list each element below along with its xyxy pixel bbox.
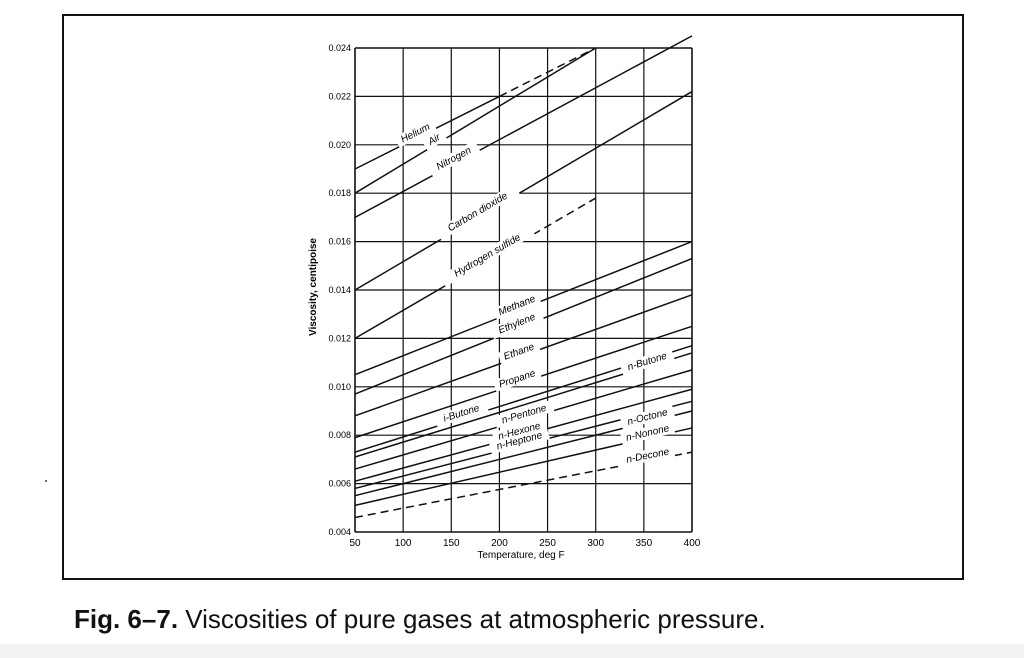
series-label-bg [491,418,547,445]
series-label-bg [394,118,437,148]
y-tick-label: 0.012 [328,333,351,343]
figure-number: Fig. 6–7. [74,604,179,634]
series-label-bg [489,308,544,340]
x-tick-label: 100 [395,538,412,549]
tick-labels: 50 100 150 200 250 300 350 400 0.004 0.006 0.008 0.… [328,43,700,549]
series-label-bg [427,140,481,177]
y-tick-label: 0.010 [328,382,351,392]
series-line [354,90,693,291]
x-tick-label: 300 [587,538,604,549]
y-tick-label: 0.004 [328,527,351,537]
x-tick-label: 150 [443,538,460,549]
bottom-strip [0,644,1024,658]
series-label-bg [435,183,520,241]
series-label-bg [497,339,541,365]
series-line-dashed [499,47,597,98]
series-label-bg [619,347,675,376]
series-label-bg [488,427,550,455]
x-tick-label: 350 [636,538,653,549]
y-tick-label: 0.014 [328,285,351,295]
caption-text: Viscosities of pure gases at atmospheric… [178,604,766,634]
series-label: Carbon dioxide [446,190,510,234]
series-line [354,35,693,219]
series-label: Nitrogen [435,145,474,173]
y-tick-label: 0.022 [328,91,351,101]
x-tick-label: 400 [684,538,701,549]
series-label-bg [493,399,555,429]
x-tick-label: 50 [349,538,361,549]
y-tick-label: 0.024 [328,43,351,53]
series-label: Ethane [502,341,536,362]
y-axis-label: Viscosity, centipoise [308,238,319,336]
viscosity-chart: 50 100 150 200 250 300 350 400 0.004 0.006 0.008 0.… [308,35,701,561]
x-tick-label: 200 [491,538,508,549]
series-label: i-Butone [442,403,481,425]
series-label-bg [492,365,542,392]
series-label: Hydrogen sulfide [452,232,523,280]
y-tick-label: 0.016 [328,237,351,247]
figure-frame [62,14,964,580]
series-label: n-Decone [625,447,670,466]
figure-caption: Fig. 6–7. Viscosities of pure gases at a… [74,604,766,635]
series-label-bg [619,404,675,430]
series-label: n-Butone [626,351,668,374]
series-label-bg [492,291,542,320]
series-label-bg [433,399,489,428]
series-label-bg [620,421,676,445]
y-tick-label: 0.006 [328,479,351,489]
x-tick-label: 250 [539,538,556,549]
series-label-bg [439,224,535,287]
series-label-bg [421,128,448,151]
series-line [354,47,597,194]
y-tick-label: 0.008 [328,430,351,440]
series-label-bg [620,444,676,467]
stray-dot [45,480,47,482]
x-axis-label: Temperature, deg F [477,550,564,561]
y-tick-label: 0.018 [328,188,351,198]
y-tick-label: 0.020 [328,140,351,150]
